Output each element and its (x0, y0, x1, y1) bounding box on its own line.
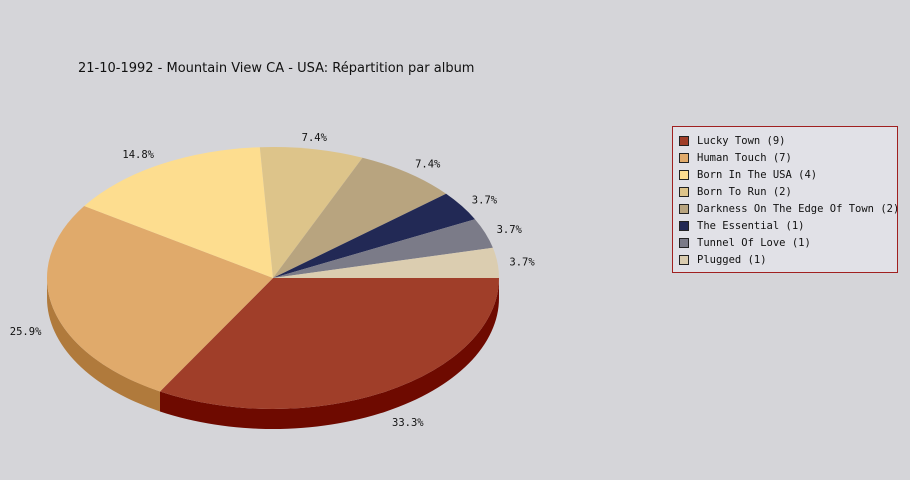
pie-slice (273, 247, 499, 278)
pie-slice-percent-label: 3.7% (472, 194, 498, 206)
legend-swatch (679, 203, 689, 214)
pie-slice (273, 193, 475, 278)
legend-item: Born In The USA (4) (679, 166, 897, 183)
legend-item: Darkness On The Edge Of Town (2) (679, 200, 900, 217)
pie-slice-percent-label: 14.8% (122, 149, 154, 161)
legend-label: Born To Run (2) (697, 185, 792, 198)
legend-item: The Essential (1) (679, 217, 897, 234)
pie-slice-percent-label: 3.7% (509, 256, 535, 268)
legend-item: Human Touch (7) (679, 149, 897, 166)
pie-slice (273, 157, 447, 278)
legend-label: Tunnel Of Love (1) (697, 236, 811, 249)
pie-slice-percent-label: 7.4% (302, 132, 328, 144)
pie-slice-side (160, 278, 499, 429)
legend-swatch (679, 237, 689, 248)
legend-item: Plugged (1) (679, 251, 897, 268)
pie-slice (46, 206, 273, 392)
legend-item: Tunnel Of Love (1) (679, 234, 897, 251)
legend-item: Lucky Town (9) (679, 132, 897, 149)
pie-slice-percent-label: 33.3% (392, 417, 424, 429)
legend-label: Darkness On The Edge Of Town (2) (697, 202, 900, 215)
chart-legend: Lucky Town (9) Human Touch (7) Born In The… (672, 126, 900, 273)
legend-label: The Essential (1) (697, 219, 805, 232)
pie-slice-percent-label: 7.4% (415, 158, 441, 170)
chart-title: 21-10-1992 - Mountain View CA - USA: Rép… (78, 61, 475, 76)
legend-label: Born In The USA (4) (697, 168, 818, 181)
pie-slice-percent-label: 3.7% (497, 224, 523, 236)
pie-slice (259, 147, 363, 278)
legend-swatch (679, 135, 689, 146)
legend-swatch (679, 220, 689, 231)
pie-slice-side (47, 278, 160, 412)
legend-swatch (679, 152, 689, 163)
pie-slice-percent-label: 25.9% (10, 326, 42, 338)
pie-slice (84, 147, 274, 278)
legend-label: Lucky Town (9) (697, 134, 786, 147)
legend-label: Plugged (1) (697, 253, 767, 266)
pie-slice (273, 219, 493, 278)
legend-swatch (679, 254, 689, 265)
legend-swatch (679, 169, 689, 180)
pie-slice (160, 278, 499, 410)
legend-item: Born To Run (2) (679, 183, 897, 200)
legend-swatch (679, 186, 689, 197)
legend-label: Human Touch (7) (697, 151, 792, 164)
